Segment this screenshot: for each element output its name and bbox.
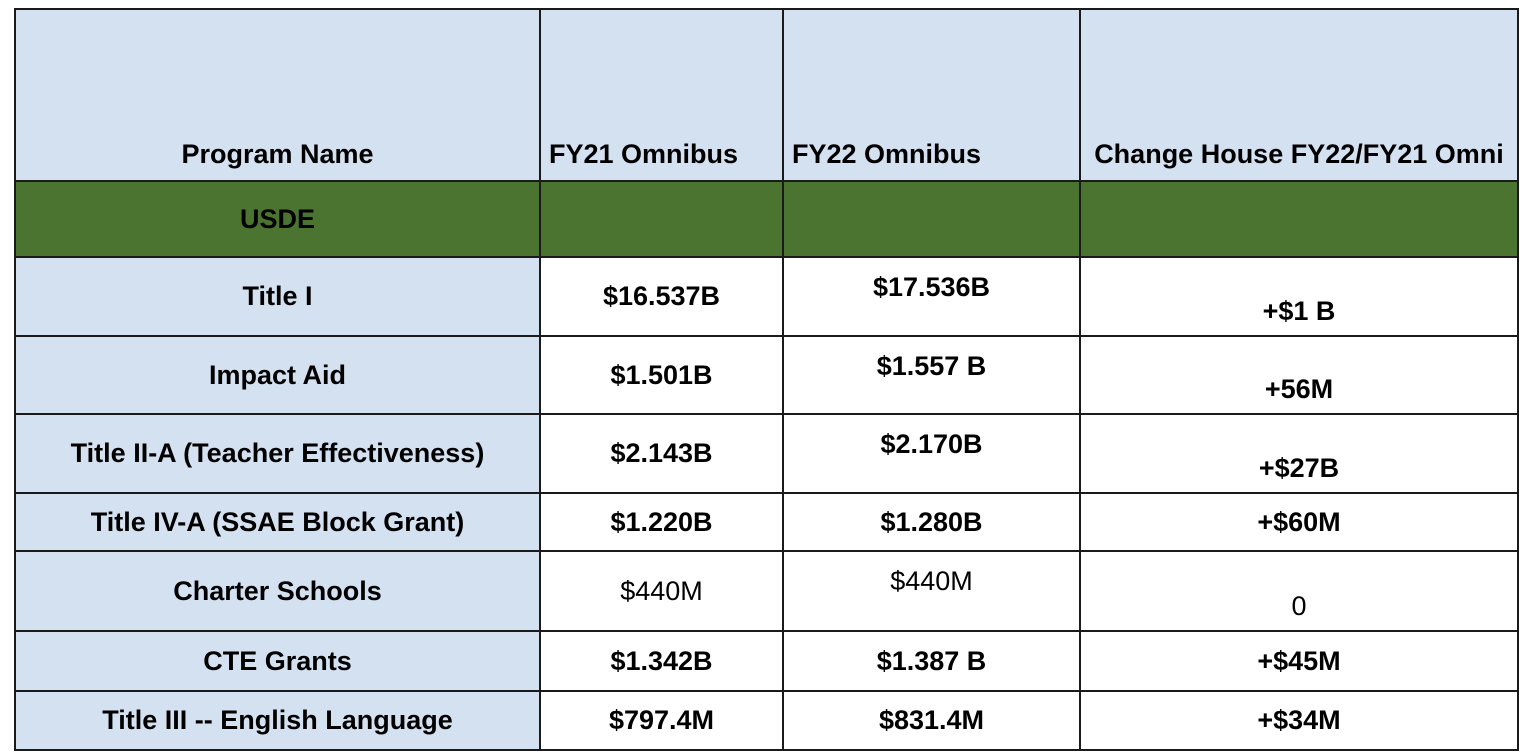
program-name: Title IV-A (SSAE Block Grant) — [90, 506, 465, 537]
table-row-program: Title IV-A (SSAE Block Grant) — [16, 494, 541, 552]
fy22-value: $2.170B — [880, 429, 983, 459]
fy22-value: $17.536B — [872, 272, 991, 302]
table-row-fy22: $440M — [784, 552, 1081, 632]
table-row-program: CTE Grants — [16, 632, 541, 692]
header-fy21-text: FY21 Omnibus — [549, 139, 739, 169]
header-fy22: FY22 Omnibus — [784, 10, 1081, 182]
change-value: +$60M — [1257, 506, 1341, 537]
program-name: Impact Aid — [208, 359, 347, 390]
budget-table: Program Name FY21 Omnibus FY22 Omnibus C… — [14, 8, 1519, 751]
table-row-fy21: $797.4M — [541, 692, 784, 751]
table-row-program: Title II-A (Teacher Effectiveness) — [16, 415, 541, 494]
header-program-name: Program Name — [16, 10, 541, 182]
table-row-fy21: $440M — [541, 552, 784, 632]
change-value: +$34M — [1257, 705, 1341, 735]
table-row-fy21: $1.342B — [541, 632, 784, 692]
program-name: Title II-A (Teacher Effectiveness) — [70, 438, 485, 468]
table-row-fy22: $2.170B — [784, 415, 1081, 494]
fy22-value: $1.387 B — [876, 645, 987, 676]
program-name: Charter Schools — [173, 575, 382, 606]
table-row-fy22: $1.280B — [784, 494, 1081, 552]
table-row-change: +$60M — [1081, 494, 1519, 552]
table-row-program: Title III -- English Language — [16, 692, 541, 751]
program-name: Title I — [242, 281, 313, 311]
table-row-fy22: $17.536B — [784, 258, 1081, 337]
table-row-fy22: $831.4M — [784, 692, 1081, 751]
fy21-value: $1.501B — [610, 359, 713, 390]
table-row-fy21: $1.501B — [541, 337, 784, 415]
table-row-change: +$1 B — [1081, 258, 1519, 337]
header-program-name-text: Program Name — [181, 139, 374, 169]
table-row-change: 0 — [1081, 552, 1519, 632]
change-value: +$27B — [1258, 453, 1340, 483]
table-row-change: +56M — [1081, 337, 1519, 415]
fy22-value: $1.280B — [880, 506, 983, 537]
fy22-value: $440M — [890, 566, 973, 596]
change-value: 0 — [1291, 591, 1307, 621]
table-row-fy21: $16.537B — [541, 258, 784, 337]
change-value: +$45M — [1257, 645, 1341, 676]
group-row-label-text: USDE — [239, 203, 315, 234]
table-row-change: +$45M — [1081, 632, 1519, 692]
table-row-fy21: $2.143B — [541, 415, 784, 494]
table-row-program: Title I — [16, 258, 541, 337]
group-row-empty-fy21 — [541, 182, 784, 258]
fy21-value: $440M — [620, 575, 703, 606]
fy22-value: $1.557 B — [876, 351, 987, 381]
program-name: CTE Grants — [203, 645, 352, 676]
table-row-program: Charter Schools — [16, 552, 541, 632]
table-row-fy22: $1.557 B — [784, 337, 1081, 415]
fy22-value: $831.4M — [878, 705, 985, 735]
fy21-value: $797.4M — [608, 705, 715, 735]
group-row-empty-fy22 — [784, 182, 1081, 258]
table-row-fy22: $1.387 B — [784, 632, 1081, 692]
header-fy21: FY21 Omnibus — [541, 10, 784, 182]
group-row-empty-change — [1081, 182, 1519, 258]
fy21-value: $16.537B — [602, 281, 721, 311]
table-row-change: +$27B — [1081, 415, 1519, 494]
change-value: +56M — [1264, 374, 1334, 404]
header-change: Change House FY22/FY21 Omni — [1081, 10, 1519, 182]
table-row-program: Impact Aid — [16, 337, 541, 415]
fy21-value: $2.143B — [610, 438, 713, 468]
header-fy22-text: FY22 Omnibus — [792, 139, 982, 169]
fy21-value: $1.220B — [610, 506, 713, 537]
group-row-label: USDE — [16, 182, 541, 258]
header-change-text: Change House FY22/FY21 Omni — [1094, 139, 1504, 169]
table-row-fy21: $1.220B — [541, 494, 784, 552]
table-row-change: +$34M — [1081, 692, 1519, 751]
program-name: Title III -- English Language — [102, 705, 453, 735]
fy21-value: $1.342B — [610, 645, 713, 676]
change-value: +$1 B — [1262, 296, 1336, 326]
